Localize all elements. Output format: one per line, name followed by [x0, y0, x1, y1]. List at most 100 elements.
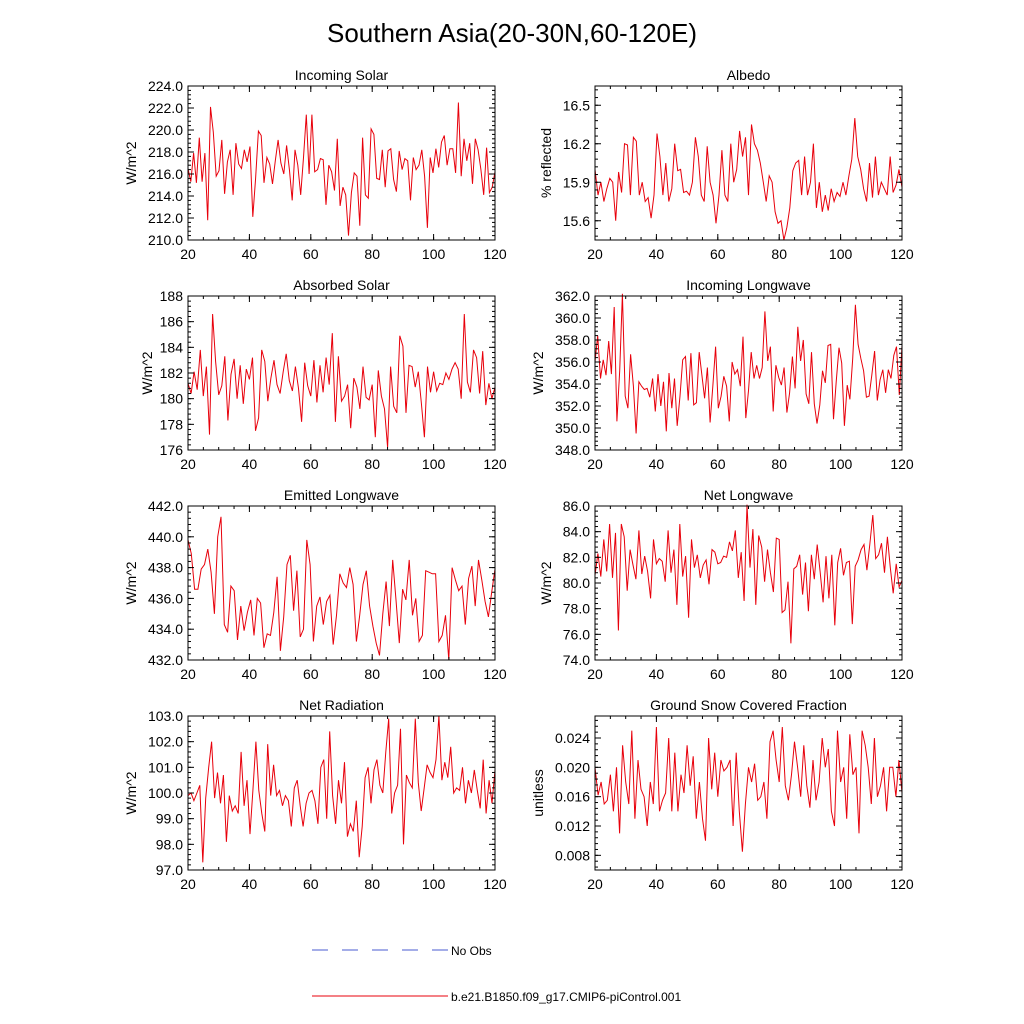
absorbed-solar-series-line — [187, 313, 496, 448]
net-radiation-xtick-label: 80 — [364, 876, 380, 892]
absorbed-solar-xtick-label: 120 — [483, 456, 507, 472]
incoming-longwave-xtick-label: 80 — [771, 456, 787, 472]
absorbed-solar-xtick-label: 20 — [180, 456, 196, 472]
absorbed-solar-ytick-label: 178 — [160, 416, 184, 432]
absorbed-solar-xtick-label: 100 — [422, 456, 446, 472]
net-radiation-title: Net Radiation — [299, 697, 384, 713]
incoming-longwave-title: Incoming Longwave — [686, 277, 811, 293]
panel-absorbed-solar: Absorbed Solar 20 40 60 80 100 120 176 178 180 182… — [139, 277, 507, 472]
ground-snow-covered-fraction-ylabel: unitless — [530, 769, 546, 816]
net-longwave-ytick-label: 74.0 — [563, 652, 590, 668]
emitted-longwave-ytick-label: 434.0 — [148, 621, 183, 637]
panel-net-longwave: Net Longwave 20 40 60 80 100 120 74.0 76.0 78.0 80… — [538, 487, 914, 682]
emitted-longwave-xtick-label: 60 — [303, 666, 319, 682]
incoming-solar-ytick-label: 222.0 — [148, 100, 183, 116]
figure-title: Southern Asia(20-30N,60-120E) — [327, 18, 697, 48]
emitted-longwave-xtick-label: 40 — [242, 666, 258, 682]
albedo-xtick-label: 120 — [890, 246, 914, 262]
albedo-xtick-label: 20 — [587, 246, 603, 262]
absorbed-solar-xtick-label: 60 — [303, 456, 319, 472]
net-longwave-xtick-label: 60 — [710, 666, 726, 682]
incoming-solar-xtick-label: 100 — [422, 246, 446, 262]
albedo-ytick-label: 16.2 — [563, 136, 590, 152]
incoming-solar-xtick-label: 20 — [180, 246, 196, 262]
incoming-longwave-xtick-label: 120 — [890, 456, 914, 472]
incoming-solar-xtick-label: 40 — [242, 246, 258, 262]
incoming-solar-ytick-label: 220.0 — [148, 122, 183, 138]
albedo-series-line — [594, 118, 903, 241]
incoming-longwave-xtick-label: 20 — [587, 456, 603, 472]
albedo-ytick-label: 16.5 — [563, 97, 590, 113]
incoming-solar-xtick-label: 120 — [483, 246, 507, 262]
ground-snow-covered-fraction-ytick-label: 0.012 — [555, 818, 590, 834]
absorbed-solar-ylabel: W/m^2 — [139, 351, 155, 394]
net-radiation-xtick-label: 40 — [242, 876, 258, 892]
net-longwave-ytick-label: 84.0 — [563, 524, 590, 540]
net-radiation-xtick-label: 120 — [483, 876, 507, 892]
ground-snow-covered-fraction-title: Ground Snow Covered Fraction — [650, 697, 847, 713]
net-radiation-ytick-label: 98.0 — [156, 836, 183, 852]
ground-snow-covered-fraction-xtick-label: 100 — [829, 876, 853, 892]
net-longwave-ylabel: W/m^2 — [538, 561, 554, 604]
incoming-solar-ytick-label: 216.0 — [148, 166, 183, 182]
emitted-longwave-ytick-label: 440.0 — [148, 529, 183, 545]
incoming-longwave-ytick-label: 348.0 — [555, 442, 590, 458]
net-radiation-xtick-label: 20 — [180, 876, 196, 892]
net-radiation-ytick-label: 97.0 — [156, 862, 183, 878]
net-longwave-ytick-label: 76.0 — [563, 626, 590, 642]
incoming-longwave-series-line — [594, 293, 903, 434]
ground-snow-covered-fraction-ytick-label: 0.016 — [555, 789, 590, 805]
incoming-longwave-ylabel: W/m^2 — [530, 351, 546, 394]
albedo-ylabel: % reflected — [538, 128, 554, 198]
net-radiation-ytick-label: 99.0 — [156, 811, 183, 827]
incoming-solar-ylabel: W/m^2 — [123, 141, 139, 184]
albedo-title: Albedo — [727, 67, 771, 83]
incoming-solar-ytick-label: 212.0 — [148, 210, 183, 226]
emitted-longwave-xtick-label: 120 — [483, 666, 507, 682]
absorbed-solar-ytick-label: 184 — [160, 339, 184, 355]
net-longwave-ytick-label: 80.0 — [563, 575, 590, 591]
legend-model-label: b.e21.B1850.f09_g17.CMIP6-piControl.001 — [451, 990, 681, 1004]
net-radiation-plot-frame — [187, 715, 496, 871]
panel-grid: Incoming Solar 20 40 60 80 100 120 210.0 212.0 21… — [123, 67, 914, 892]
absorbed-solar-ytick-label: 180 — [160, 391, 184, 407]
ground-snow-covered-fraction-xtick-label: 60 — [710, 876, 726, 892]
net-longwave-ytick-label: 82.0 — [563, 549, 590, 565]
incoming-longwave-ytick-label: 350.0 — [555, 420, 590, 436]
incoming-solar-ytick-label: 210.0 — [148, 232, 183, 248]
legend: No Obs b.e21.B1850.f09_g17.CMIP6-piContr… — [312, 944, 681, 1004]
ground-snow-covered-fraction-xtick-label: 20 — [587, 876, 603, 892]
emitted-longwave-xtick-label: 100 — [422, 666, 446, 682]
incoming-solar-xtick-label: 60 — [303, 246, 319, 262]
net-radiation-ytick-label: 102.0 — [148, 734, 183, 750]
incoming-solar-ytick-label: 214.0 — [148, 188, 183, 204]
panel-incoming-longwave: Incoming Longwave 20 40 60 80 100 120 348.0 350.… — [530, 277, 914, 472]
net-radiation-ytick-label: 101.0 — [148, 759, 183, 775]
emitted-longwave-xtick-label: 20 — [180, 666, 196, 682]
net-longwave-xtick-label: 80 — [771, 666, 787, 682]
ground-snow-covered-fraction-ytick-label: 0.008 — [555, 847, 590, 863]
incoming-longwave-ytick-label: 360.0 — [555, 310, 590, 326]
net-longwave-xtick-label: 120 — [890, 666, 914, 682]
incoming-solar-title: Incoming Solar — [295, 67, 389, 83]
ground-snow-covered-fraction-series-line — [594, 726, 903, 852]
incoming-longwave-ytick-label: 352.0 — [555, 398, 590, 414]
ground-snow-covered-fraction-xtick-label: 80 — [771, 876, 787, 892]
ground-snow-covered-fraction-ytick-label: 0.024 — [555, 730, 590, 746]
incoming-longwave-ytick-label: 356.0 — [555, 354, 590, 370]
ground-snow-covered-fraction-ytick-label: 0.020 — [555, 759, 590, 775]
incoming-longwave-xtick-label: 100 — [829, 456, 853, 472]
incoming-longwave-xtick-label: 60 — [710, 456, 726, 472]
net-radiation-xtick-label: 60 — [303, 876, 319, 892]
absorbed-solar-ytick-label: 188 — [160, 288, 184, 304]
emitted-longwave-title: Emitted Longwave — [284, 487, 399, 503]
net-longwave-ytick-label: 86.0 — [563, 498, 590, 514]
absorbed-solar-xtick-label: 80 — [364, 456, 380, 472]
incoming-solar-xtick-label: 80 — [364, 246, 380, 262]
emitted-longwave-ylabel: W/m^2 — [123, 561, 139, 604]
emitted-longwave-plot-frame — [187, 505, 496, 661]
incoming-solar-ytick-label: 224.0 — [148, 78, 183, 94]
net-longwave-xtick-label: 20 — [587, 666, 603, 682]
absorbed-solar-plot-frame — [187, 295, 496, 451]
